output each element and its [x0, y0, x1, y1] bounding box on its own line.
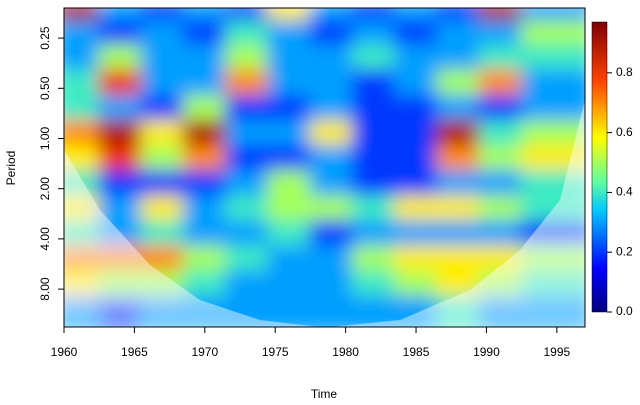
- colorbar-tick-label: 0.4: [616, 185, 633, 199]
- x-axis-label: Time: [311, 387, 338, 401]
- colorbar-tick-label: 0.2: [616, 244, 633, 258]
- x-tick-label: 1985: [403, 345, 430, 359]
- y-tick-label: 1.00: [38, 126, 52, 150]
- y-tick-label: 0.25: [38, 26, 52, 50]
- y-axis-label: Period: [4, 151, 18, 186]
- heatmap: [64, 8, 585, 327]
- x-tick-label: 1980: [332, 345, 359, 359]
- y-tick-label: 8.00: [38, 277, 52, 301]
- x-tick-label: 1960: [51, 345, 78, 359]
- coi-left: [64, 150, 320, 327]
- y-tick-label: 2.00: [38, 177, 52, 201]
- cone-of-influence: [64, 100, 585, 327]
- x-tick-label: 1975: [262, 345, 289, 359]
- heat-cell: [520, 295, 585, 327]
- x-tick-label: 1970: [191, 345, 218, 359]
- plot-frame: [63, 7, 586, 328]
- x-tick-label: 1990: [473, 345, 500, 359]
- colorbar-tick-label: 0.0: [616, 304, 633, 318]
- coi-right: [330, 100, 585, 327]
- x-tick-label: 1965: [121, 345, 148, 359]
- colorbar-tick-label: 0.8: [616, 65, 633, 79]
- y-tick-label: 4.00: [38, 227, 52, 251]
- colorbar-tick-label: 0.6: [616, 125, 633, 139]
- colorbar: [591, 21, 608, 313]
- y-tick-label: 0.50: [38, 76, 52, 100]
- x-tick-label: 1995: [543, 345, 570, 359]
